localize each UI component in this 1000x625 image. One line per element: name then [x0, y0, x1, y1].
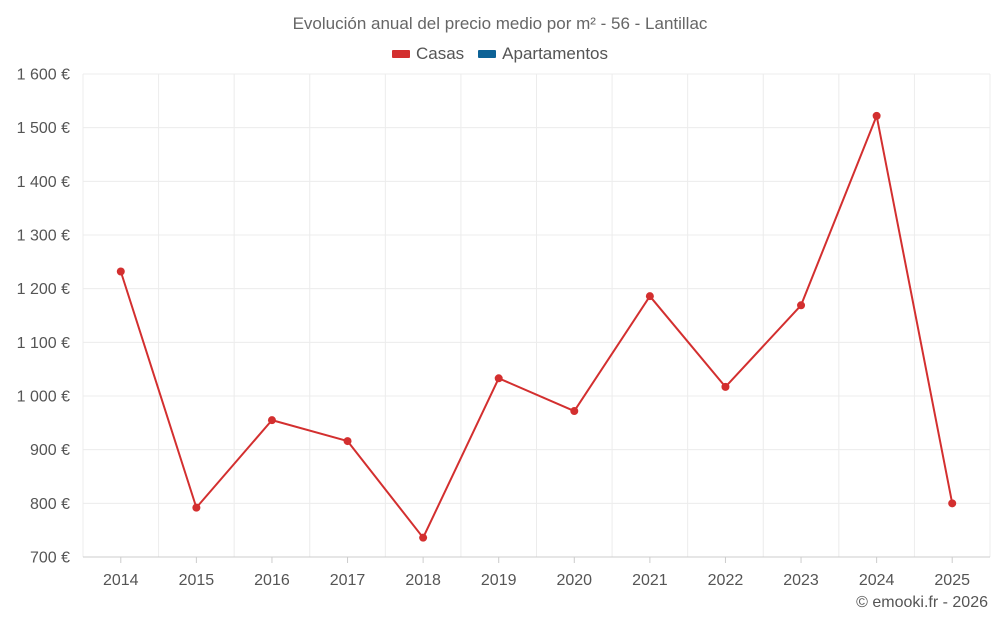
x-tick-label: 2025 [934, 572, 970, 589]
series-line-casas [119, 114, 954, 539]
legend: Casas Apartamentos [0, 44, 1000, 64]
y-tick-label: 1 600 € [17, 67, 70, 84]
data-point-casas [948, 499, 957, 508]
data-point-casas [419, 533, 428, 542]
legend-swatch-apartamentos [478, 50, 497, 58]
y-tick-label: 1 000 € [17, 389, 70, 406]
x-tick-label: 2018 [405, 572, 441, 589]
data-point-casas [267, 416, 276, 425]
y-tick-label: 1 300 € [17, 228, 70, 245]
data-point-casas [116, 267, 125, 276]
y-tick-label: 700 € [30, 550, 70, 567]
legend-label-apartamentos: Apartamentos [502, 44, 609, 63]
data-point-casas [343, 437, 352, 446]
x-tick-label: 2020 [556, 572, 592, 589]
y-tick-label: 1 400 € [17, 174, 70, 191]
legend-swatch-casas [391, 50, 410, 58]
chart-title: Evolución anual del precio medio por m² … [292, 14, 708, 33]
x-tick-label: 2017 [330, 572, 366, 589]
x-tick-label: 2021 [632, 572, 668, 589]
y-tick-label: 1 100 € [17, 335, 70, 352]
x-tick-label: 2016 [254, 572, 290, 589]
legend-label-casas: Casas [415, 44, 465, 63]
x-tick-label: 2024 [859, 572, 895, 589]
data-point-casas [192, 503, 201, 512]
x-tick-label: 2022 [708, 572, 744, 589]
data-point-casas [721, 382, 730, 391]
y-tick-label: 800 € [30, 496, 70, 513]
data-point-casas [797, 301, 806, 310]
data-point-casas [872, 111, 881, 120]
x-tick-label: 2014 [103, 572, 139, 589]
x-tick-label: 2015 [179, 572, 215, 589]
data-point-casas [494, 374, 503, 383]
y-tick-label: 1 200 € [17, 281, 70, 298]
data-point-casas [570, 407, 579, 416]
credit-text: © emooki.fr - 2026 [856, 594, 988, 611]
y-tick-label: 900 € [30, 442, 70, 459]
x-tick-label: 2023 [783, 572, 819, 589]
legend-item-apartamentos[interactable]: Apartamentos [478, 44, 608, 64]
legend-item-casas[interactable]: Casas [391, 44, 465, 64]
y-tick-label: 1 500 € [17, 120, 70, 137]
data-point-casas [645, 292, 654, 301]
x-tick-label: 2019 [481, 572, 517, 589]
